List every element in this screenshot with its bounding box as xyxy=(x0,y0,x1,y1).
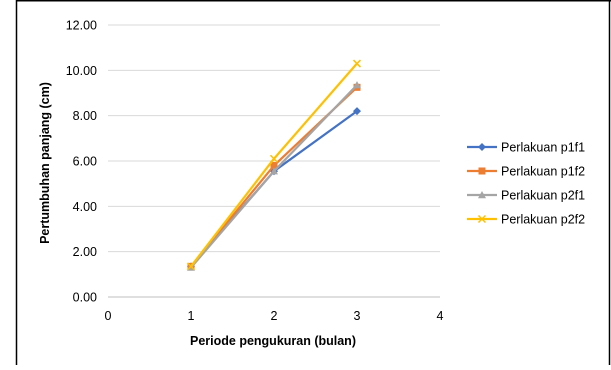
y-tick-label: 0.00 xyxy=(73,291,97,305)
y-tick-labels: 0.00 2.00 4.00 6.00 8.00 10.00 12.00 xyxy=(66,19,97,305)
x-tick-label: 0 xyxy=(105,309,112,323)
y-tick-label: 10.00 xyxy=(66,64,97,78)
legend-marker xyxy=(477,214,487,224)
data-point xyxy=(269,154,279,163)
legend-label: Perlakuan p2f2 xyxy=(501,213,585,227)
legend-item: Perlakuan p2f2 xyxy=(467,213,585,227)
data-point xyxy=(352,59,362,68)
data-point xyxy=(270,162,278,170)
x-tick-label: 3 xyxy=(354,309,361,323)
y-tick-label: 12.00 xyxy=(66,19,97,33)
x-tick-label: 4 xyxy=(437,309,444,323)
x-tick-label: 1 xyxy=(188,309,195,323)
legend-marker xyxy=(478,191,486,199)
series-1 xyxy=(187,107,361,271)
data-point xyxy=(186,262,196,271)
legend-label: Perlakuan p1f1 xyxy=(501,141,585,155)
y-tick-label: 6.00 xyxy=(73,155,97,169)
y-tick-label: 4.00 xyxy=(73,200,97,214)
series-line xyxy=(190,84,358,269)
legend-label: Perlakuan p2f1 xyxy=(501,189,585,203)
legend-label: Perlakuan p1f2 xyxy=(501,165,585,179)
legend-marker xyxy=(478,167,486,175)
legend-marker xyxy=(478,143,486,151)
data-point xyxy=(353,81,361,89)
x-tick-label: 2 xyxy=(271,309,278,323)
series-3 xyxy=(187,81,361,271)
y-tick-label: 2.00 xyxy=(73,245,97,259)
series-group xyxy=(186,59,362,271)
legend: Perlakuan p1f1 Perlakuan p1f2 Perlakuan p2… xyxy=(467,141,585,227)
y-axis-label: Pertumbuhan panjang (cm) xyxy=(38,82,52,244)
series-line xyxy=(190,110,358,268)
y-tick-label: 8.00 xyxy=(73,109,97,123)
x-axis-label: Periode pengukuran (bulan) xyxy=(190,334,356,348)
legend-item: Perlakuan p1f1 xyxy=(467,141,585,155)
x-tick-labels: 0 1 2 3 4 xyxy=(105,309,444,323)
data-point xyxy=(270,167,278,175)
legend-item: Perlakuan p2f1 xyxy=(467,189,585,203)
legend-item: Perlakuan p1f2 xyxy=(467,165,585,179)
series-4 xyxy=(186,59,362,271)
gridlines xyxy=(108,24,440,253)
data-point xyxy=(353,107,361,116)
